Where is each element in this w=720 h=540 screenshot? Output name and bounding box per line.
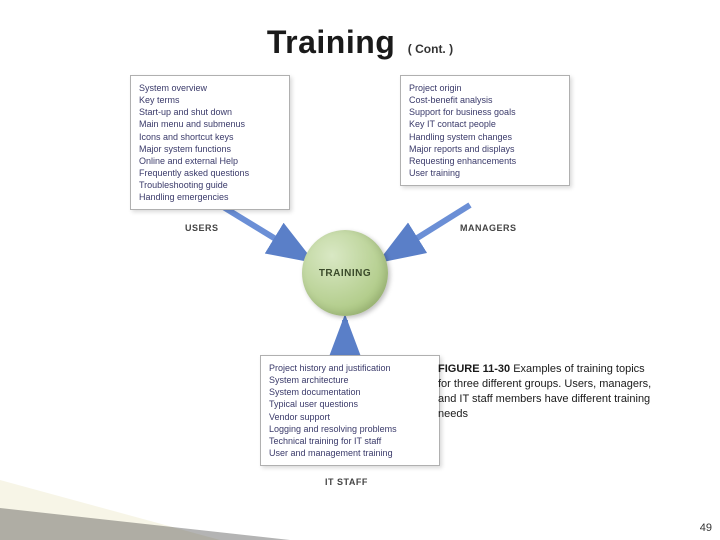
itstaff-items: Project history and justification System… xyxy=(269,362,431,459)
list-item: Handling emergencies xyxy=(139,191,281,203)
training-center-label: TRAINING xyxy=(319,268,371,279)
users-box: System overview Key terms Start-up and s… xyxy=(130,75,290,210)
list-item: Major reports and displays xyxy=(409,143,561,155)
training-center-circle: TRAINING xyxy=(302,230,388,316)
itstaff-label: IT STAFF xyxy=(325,477,368,487)
list-item: Troubleshooting guide xyxy=(139,179,281,191)
slide-title: Training xyxy=(267,24,395,60)
list-item: System overview xyxy=(139,82,281,94)
page-number: 49 xyxy=(700,522,712,534)
list-item: Handling system changes xyxy=(409,131,561,143)
list-item: Icons and shortcut keys xyxy=(139,131,281,143)
list-item: System architecture xyxy=(269,374,431,386)
training-diagram: System overview Key terms Start-up and s… xyxy=(130,65,610,485)
list-item: Technical training for IT staff xyxy=(269,435,431,447)
list-item: Major system functions xyxy=(139,143,281,155)
list-item: Logging and resolving problems xyxy=(269,423,431,435)
list-item: Requesting enhancements xyxy=(409,155,561,167)
list-item: Support for business goals xyxy=(409,106,561,118)
list-item: Project history and justification xyxy=(269,362,431,374)
list-item: Typical user questions xyxy=(269,398,431,410)
list-item: Online and external Help xyxy=(139,155,281,167)
list-item: Key terms xyxy=(139,94,281,106)
users-items: System overview Key terms Start-up and s… xyxy=(139,82,281,203)
managers-box: Project origin Cost-benefit analysis Sup… xyxy=(400,75,570,186)
list-item: Key IT contact people xyxy=(409,118,561,130)
background-shadow-triangle xyxy=(0,508,290,540)
list-item: User training xyxy=(409,167,561,179)
list-item: User and management training xyxy=(269,447,431,459)
list-item: Start-up and shut down xyxy=(139,106,281,118)
list-item: Vendor support xyxy=(269,411,431,423)
list-item: System documentation xyxy=(269,386,431,398)
itstaff-box: Project history and justification System… xyxy=(260,355,440,466)
list-item: Project origin xyxy=(409,82,561,94)
managers-items: Project origin Cost-benefit analysis Sup… xyxy=(409,82,561,179)
managers-label: MANAGERS xyxy=(460,223,517,233)
users-label: USERS xyxy=(185,223,219,233)
slide-header: Training ( Cont. ) xyxy=(0,24,720,61)
slide-cont: ( Cont. ) xyxy=(408,42,453,56)
list-item: Cost-benefit analysis xyxy=(409,94,561,106)
list-item: Main menu and submenus xyxy=(139,118,281,130)
figure-label: FIGURE 11-30 xyxy=(438,363,510,375)
figure-caption: FIGURE 11-30 Examples of training topics… xyxy=(438,362,652,421)
list-item: Frequently asked questions xyxy=(139,167,281,179)
